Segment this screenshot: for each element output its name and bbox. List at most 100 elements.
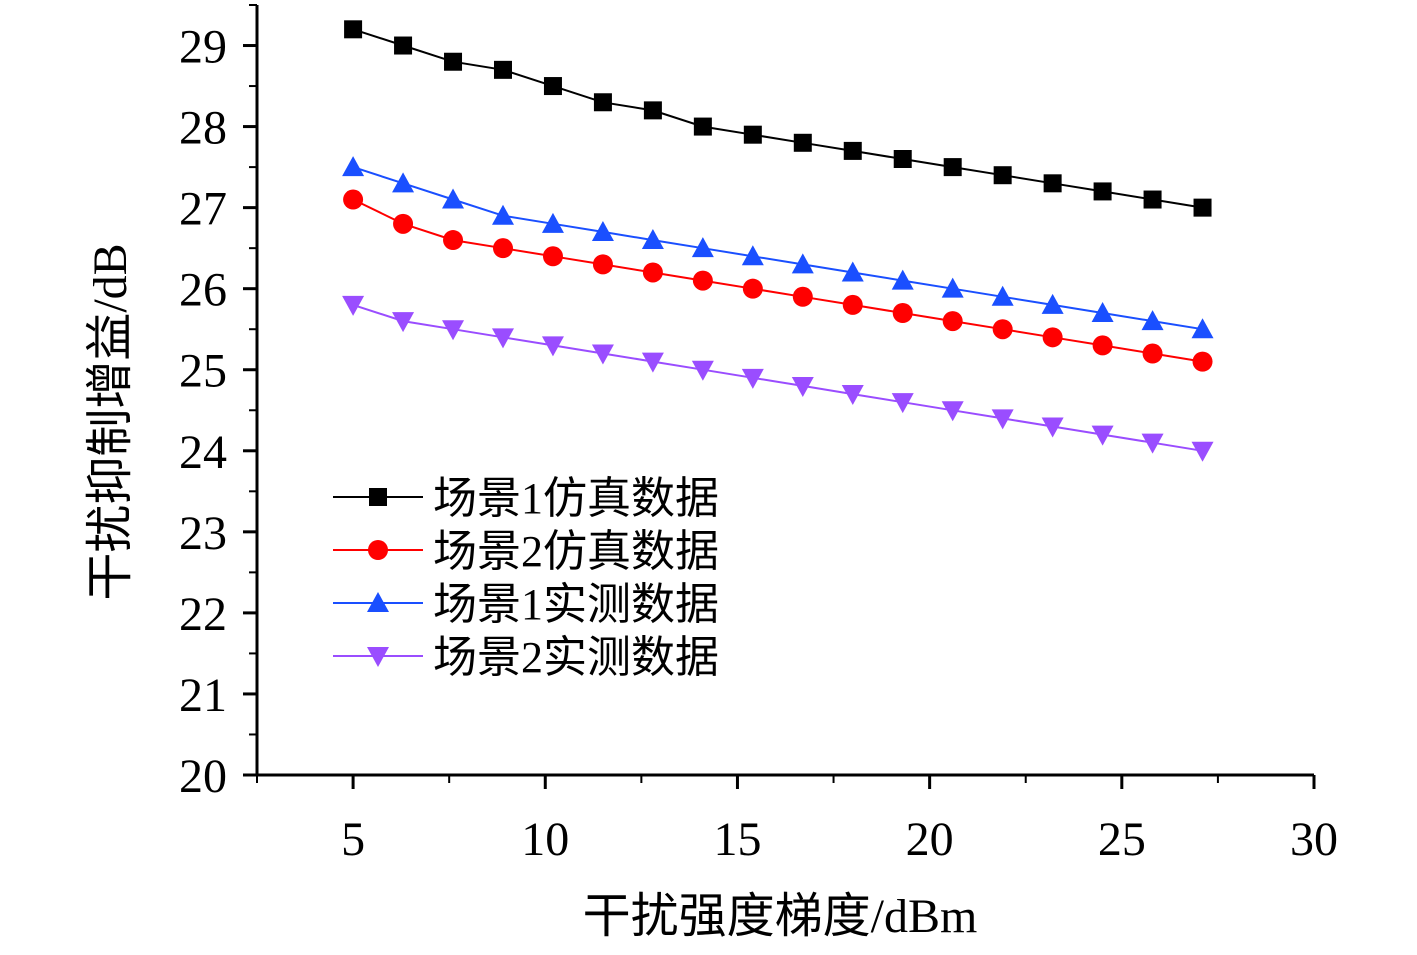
legend-label: 场景1仿真数据	[433, 474, 719, 523]
x-tick-label: 30	[1290, 813, 1338, 866]
data-point	[393, 213, 414, 234]
data-point	[1043, 174, 1062, 193]
series-line	[352, 28, 1203, 209]
data-point	[1042, 327, 1063, 348]
data-point	[642, 262, 663, 283]
data-point	[1142, 343, 1163, 364]
legend-marker	[368, 540, 388, 560]
data-point	[843, 141, 862, 160]
data-point	[444, 52, 463, 71]
data-point	[741, 245, 764, 266]
data-point	[992, 319, 1013, 340]
data-point	[891, 393, 914, 414]
data-point	[492, 238, 513, 259]
x-tick-label: 20	[906, 813, 954, 866]
y-tick-label: 23	[179, 507, 227, 560]
legend-label: 场景2仿真数据	[433, 527, 719, 576]
data-point	[1092, 335, 1113, 356]
data-point	[542, 246, 563, 267]
data-point	[392, 312, 415, 333]
series-layer	[342, 20, 1214, 462]
data-point	[691, 237, 714, 258]
data-point	[742, 278, 763, 299]
data-point	[592, 254, 613, 275]
data-point	[541, 212, 564, 233]
y-tick-label: 21	[179, 669, 227, 722]
data-point	[841, 261, 864, 282]
data-point	[791, 253, 814, 274]
data-point	[941, 277, 964, 298]
data-point	[1191, 441, 1214, 462]
data-point	[1192, 351, 1213, 372]
data-point	[692, 270, 713, 291]
x-tick-label: 25	[1098, 813, 1146, 866]
data-point	[1041, 417, 1064, 438]
data-point	[691, 360, 714, 381]
legend-item: 场景2实测数据	[333, 633, 719, 682]
data-point	[342, 295, 365, 316]
data-point	[741, 368, 764, 389]
x-tick-label: 15	[713, 813, 761, 866]
y-tick-label: 27	[179, 183, 227, 236]
data-point	[1093, 182, 1112, 201]
data-point	[743, 125, 762, 144]
data-point	[543, 77, 562, 96]
data-point	[491, 204, 514, 225]
data-point	[442, 188, 465, 209]
data-point	[643, 101, 662, 120]
data-point	[791, 376, 814, 397]
data-point	[1141, 310, 1164, 331]
data-point	[1143, 190, 1162, 209]
y-tick-label: 24	[179, 426, 227, 479]
legend-label: 场景1实测数据	[433, 580, 719, 629]
data-point	[343, 189, 364, 210]
axes: 20 21 22 23 24 25 26 27 28 29 5 10 15 20 25 30	[179, 4, 1338, 866]
data-point	[793, 133, 812, 152]
data-point	[394, 36, 413, 55]
legend-item: 场景1实测数据	[333, 580, 719, 629]
data-point	[641, 229, 664, 250]
data-point	[993, 166, 1012, 185]
data-point	[641, 352, 664, 373]
data-point	[442, 320, 465, 341]
data-point	[443, 230, 464, 251]
data-point	[491, 328, 514, 349]
y-tick-label: 26	[179, 264, 227, 317]
data-point	[991, 285, 1014, 306]
data-point	[1191, 318, 1214, 339]
legend-marker	[367, 647, 389, 667]
series-1	[344, 20, 1212, 217]
data-point	[493, 60, 512, 79]
series-2	[343, 189, 1213, 372]
series-3	[342, 156, 1214, 339]
data-point	[1141, 433, 1164, 454]
data-point	[891, 269, 914, 290]
data-point	[942, 311, 963, 332]
data-point	[1091, 302, 1114, 322]
legend-label: 场景2实测数据	[433, 633, 719, 682]
data-point	[991, 409, 1014, 430]
series-line	[352, 303, 1203, 452]
data-point	[943, 158, 962, 177]
data-point	[342, 156, 365, 177]
legend-marker	[369, 488, 387, 506]
y-tick-label: 25	[179, 345, 227, 398]
data-point	[593, 93, 612, 112]
data-point	[1193, 198, 1212, 217]
data-point	[941, 401, 964, 422]
data-point	[693, 117, 712, 136]
series-line	[352, 166, 1203, 331]
legend-marker	[367, 592, 389, 612]
x-axis-label: 干扰强度梯度/dBm	[583, 890, 978, 943]
data-point	[893, 150, 912, 168]
legend-item: 场景1仿真数据	[333, 474, 719, 523]
legend-item: 场景2仿真数据	[333, 527, 719, 576]
data-point	[392, 172, 415, 193]
series-line	[352, 198, 1203, 363]
data-point	[842, 294, 863, 315]
data-point	[792, 286, 813, 307]
data-point	[892, 303, 913, 323]
